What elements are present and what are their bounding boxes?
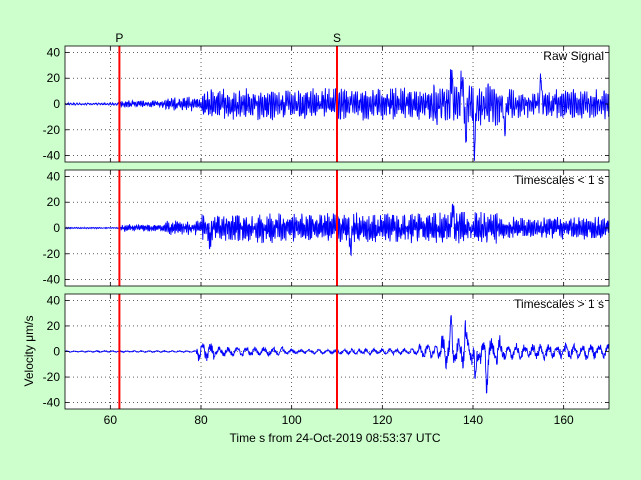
y-tick-label: 20 <box>47 195 61 209</box>
x-tick-label: 160 <box>554 413 574 427</box>
y-tick-label: -20 <box>43 123 61 137</box>
y-tick-label: -20 <box>43 370 61 384</box>
y-tick-label: 40 <box>47 45 61 59</box>
y-tick-label: 0 <box>53 221 60 235</box>
phase-label-p: P <box>115 31 123 45</box>
y-tick-label: -40 <box>43 273 61 287</box>
y-axis-label: Velocity μm/s <box>22 316 36 387</box>
x-axis-label: Time s from 24-Oct-2019 08:53:37 UTC <box>230 431 441 445</box>
panel-title: Timescales > 1 s <box>514 297 604 311</box>
panel-title: Raw Signal <box>543 49 604 63</box>
y-tick-label: -20 <box>43 247 61 261</box>
panel-2: -40 -20 0 20 40 Timescales < 1 s <box>43 169 610 287</box>
panel-1: -40 -20 0 20 40 Raw Signal P S <box>43 31 610 163</box>
y-tick-label: 0 <box>53 97 60 111</box>
x-tick-label: 60 <box>104 413 118 427</box>
x-tick-label: 80 <box>194 413 208 427</box>
y-tick-label: 40 <box>47 169 61 183</box>
x-tick-label: 100 <box>282 413 302 427</box>
x-tick-label: 120 <box>372 413 392 427</box>
y-tick-label: 40 <box>47 293 61 307</box>
x-tick-label: 140 <box>463 413 483 427</box>
y-tick-label: -40 <box>43 396 61 410</box>
phase-label-s: S <box>333 31 341 45</box>
y-tick-label: 0 <box>53 345 60 359</box>
panel-title: Timescales < 1 s <box>514 173 604 187</box>
y-tick-label: -40 <box>43 149 61 163</box>
y-tick-label: 20 <box>47 319 61 333</box>
panel-3: -40 -20 0 20 40 Timescales > 1 s 60 80 100 120 140… <box>43 293 610 427</box>
y-tick-label: 20 <box>47 71 61 85</box>
